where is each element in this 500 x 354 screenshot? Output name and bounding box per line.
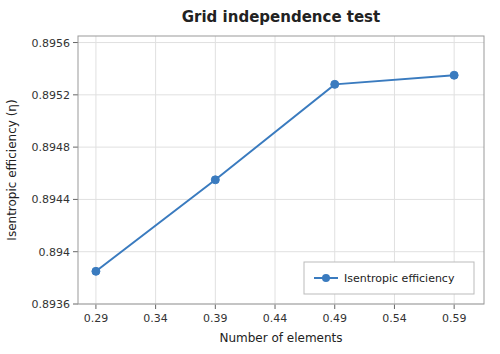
y-tick — [73, 42, 78, 43]
legend-label: Isentropic efficiency — [344, 272, 455, 285]
y-tick — [73, 251, 78, 252]
legend: Isentropic efficiency — [304, 262, 474, 294]
y-tick — [73, 304, 78, 305]
x-tick-label: 0.49 — [322, 312, 347, 325]
y-grid-line — [78, 199, 484, 200]
y-tick — [73, 199, 78, 200]
y-grid-line — [78, 251, 484, 252]
legend-marker — [322, 274, 330, 282]
y-tick-label: 0.8952 — [32, 89, 71, 102]
y-tick — [73, 147, 78, 148]
y-tick-label: 0.8936 — [32, 298, 71, 311]
y-tick-label: 0.8956 — [32, 37, 71, 50]
x-tick — [95, 304, 96, 309]
point — [92, 267, 100, 275]
plot-frame — [78, 36, 484, 304]
x-tick-label: 0.39 — [203, 312, 228, 325]
y-tick-label: 0.894 — [39, 246, 71, 259]
x-tick-label: 0.54 — [382, 312, 407, 325]
x-grid-line — [95, 36, 96, 304]
point — [450, 71, 458, 79]
point — [211, 176, 219, 184]
x-tick-label: 0.29 — [84, 312, 109, 325]
y-axis-label: Isentropic efficiency (η) — [5, 99, 19, 240]
title: Grid independence test — [182, 8, 380, 26]
x-tick — [454, 304, 455, 309]
y-tick-label: 0.8948 — [32, 141, 71, 154]
y-tick — [73, 94, 78, 95]
grid — [73, 36, 484, 309]
data — [92, 71, 458, 275]
x-axis-label: Number of elements — [219, 331, 342, 345]
x-grid-line — [155, 36, 156, 304]
y-tick-label: 0.8944 — [32, 193, 71, 206]
x-tick-label: 0.34 — [143, 312, 168, 325]
x-grid-line — [215, 36, 216, 304]
x-tick — [394, 304, 395, 309]
chart: 0.29 0.34 0.39 0.44 0.49 0.54 0.59 0.8936 0.894 0… — [0, 0, 500, 354]
y-grid-line — [78, 94, 484, 95]
x-tick — [275, 304, 276, 309]
x-tick-label: 0.59 — [442, 312, 467, 325]
y-grid-line — [78, 147, 484, 148]
x-tick — [215, 304, 216, 309]
x-grid-line — [275, 36, 276, 304]
x-tick-label: 0.44 — [263, 312, 288, 325]
y-grid-line — [78, 42, 484, 43]
x-tick — [334, 304, 335, 309]
x-tick — [155, 304, 156, 309]
line — [96, 75, 454, 271]
point — [331, 80, 339, 88]
legend-frame — [304, 262, 474, 294]
